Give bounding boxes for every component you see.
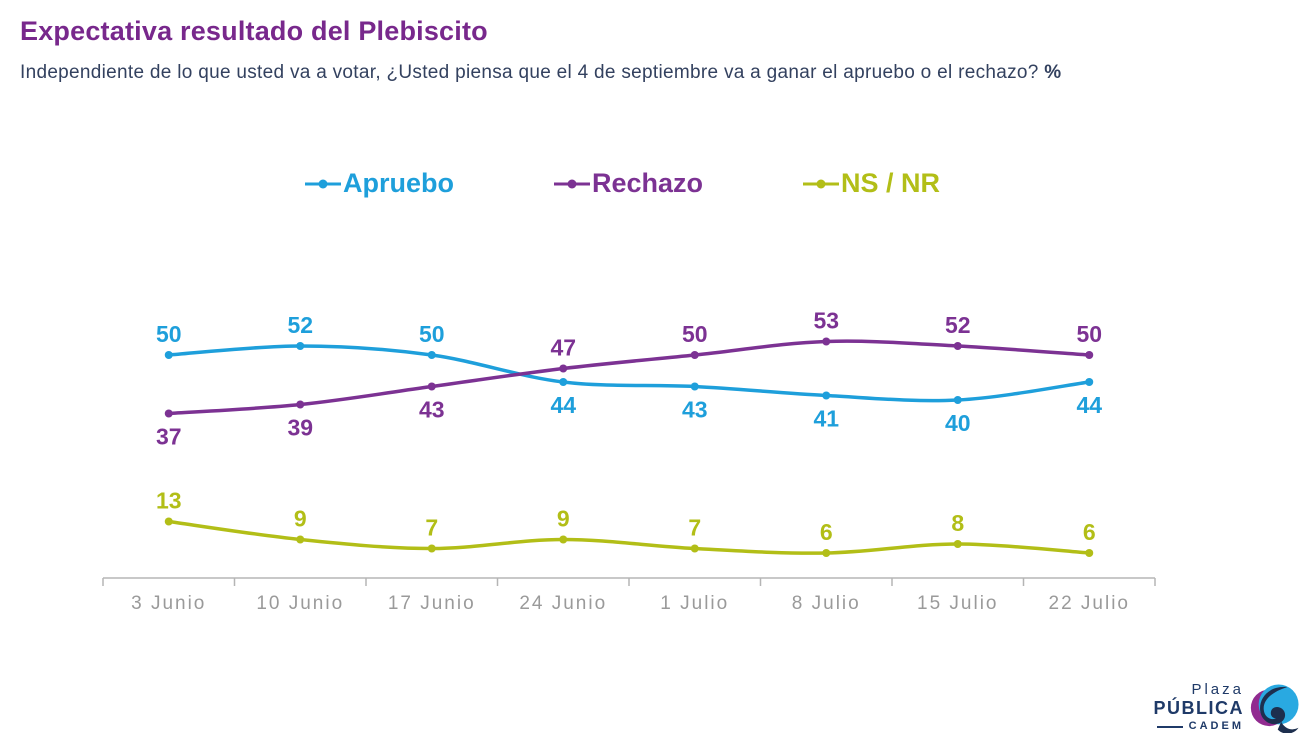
data-point-apruebo: [164, 351, 173, 359]
legend-label: Apruebo: [343, 168, 454, 198]
x-axis-label: 22 Julio: [1049, 593, 1131, 614]
data-label-apruebo: 40: [945, 410, 971, 436]
x-axis-label: 17 Junio: [388, 593, 476, 614]
data-point-rechazo: [427, 382, 436, 391]
data-point-rechazo: [164, 409, 173, 418]
data-point-ns-nr: [164, 517, 173, 526]
legend-line-marker-icon: [305, 179, 341, 188]
data-point-apruebo: [822, 391, 831, 400]
data-label-ns-nr: 6: [1083, 519, 1096, 545]
data-label-ns-nr: 9: [294, 506, 307, 532]
brand-logo-text: Plaza PÚBLICA CADEM: [1154, 682, 1245, 732]
data-point-ns-nr: [953, 540, 962, 548]
data-label-rechazo: 52: [945, 312, 971, 338]
data-label-ns-nr: 8: [951, 510, 964, 536]
data-label-apruebo: 52: [287, 312, 313, 338]
data-label-rechazo: 50: [682, 321, 708, 347]
data-label-rechazo: 50: [1076, 321, 1102, 347]
data-point-apruebo: [296, 342, 305, 350]
data-point-rechazo: [559, 364, 568, 373]
data-point-apruebo: [559, 378, 568, 386]
logo-plaza-text: Plaza: [1191, 681, 1244, 698]
data-point-rechazo: [822, 337, 831, 346]
legend-label: Rechazo: [592, 168, 704, 198]
logo-cadem-text: CADEM: [1188, 720, 1244, 732]
data-point-apruebo: [953, 396, 962, 404]
data-point-ns-nr: [559, 535, 568, 544]
data-label-rechazo: 39: [287, 415, 313, 441]
series-line-apruebo: [167, 344, 1092, 403]
page-subtitle: Independiente de lo que usted va a votar…: [20, 62, 1061, 84]
brand-logo: Plaza PÚBLICA CADEM: [1154, 681, 1303, 733]
data-point-ns-nr: [690, 544, 699, 553]
x-axis-label: 15 Julio: [917, 593, 999, 614]
page-subtitle-percent: %: [1044, 62, 1062, 83]
data-label-rechazo: 53: [813, 308, 839, 334]
data-point-rechazo: [1085, 351, 1094, 359]
series-line-rechazo: [167, 339, 1092, 416]
logo-underline: [1156, 725, 1183, 728]
data-label-ns-nr: 6: [820, 519, 833, 545]
legend-item-apruebo: Apruebo: [305, 170, 454, 197]
data-point-ns-nr: [427, 544, 436, 553]
series-line-ns-nr: [167, 519, 1092, 555]
data-label-apruebo: 41: [813, 406, 839, 432]
data-label-apruebo: 50: [419, 321, 445, 347]
data-label-ns-nr: 9: [557, 506, 570, 532]
data-point-rechazo: [296, 400, 305, 409]
x-axis-label: 1 Julio: [660, 593, 729, 614]
data-point-apruebo: [690, 382, 699, 391]
data-label-ns-nr: 13: [156, 488, 182, 514]
data-point-rechazo: [690, 351, 699, 359]
legend-item-ns-nr: NS / NR: [803, 170, 940, 197]
data-point-ns-nr: [296, 535, 305, 544]
legend-label: NS / NR: [841, 168, 941, 198]
legend-line-marker-icon: [803, 179, 840, 188]
page-subtitle-text: Independiente de lo que usted va a votar…: [20, 62, 1039, 83]
speech-bubble-logo-icon: [1250, 684, 1299, 733]
data-label-rechazo: 37: [156, 424, 182, 450]
logo-cadem-row: CADEM: [1154, 721, 1245, 732]
data-label-apruebo: 44: [550, 392, 576, 418]
x-axis-label: 10 Junio: [256, 593, 344, 614]
logo-tail: [1277, 721, 1299, 733]
data-label-apruebo: 50: [156, 321, 182, 347]
legend-line-marker-icon: [554, 179, 590, 188]
logo-publica-text: PÚBLICA: [1153, 698, 1244, 718]
data-point-apruebo: [1085, 378, 1094, 386]
data-point-rechazo: [953, 342, 962, 350]
legend-item-rechazo: Rechazo: [554, 170, 703, 197]
data-point-apruebo: [427, 351, 436, 359]
x-axis-label: 8 Julio: [792, 593, 861, 614]
data-label-ns-nr: 7: [425, 515, 438, 541]
x-axis-label: 24 Junio: [519, 593, 607, 614]
data-label-ns-nr: 7: [688, 515, 701, 541]
line-chart-svg: 3 Junio 10 Junio 17 Junio 24 Junio 1 Julio 8 …: [102, 308, 1156, 614]
data-point-ns-nr: [822, 549, 831, 557]
x-axis-label: 3 Junio: [131, 593, 206, 614]
data-label-apruebo: 43: [682, 397, 708, 423]
data-label-rechazo: 47: [550, 335, 576, 361]
data-label-apruebo: 44: [1076, 392, 1102, 418]
page-title: Expectativa resultado del Plebiscito: [20, 16, 488, 46]
data-label-rechazo: 43: [419, 397, 445, 423]
data-point-ns-nr: [1085, 549, 1094, 557]
logo-swirl: [1260, 686, 1288, 725]
chart-legend: Apruebo Rechazo NS / NR: [305, 170, 940, 197]
